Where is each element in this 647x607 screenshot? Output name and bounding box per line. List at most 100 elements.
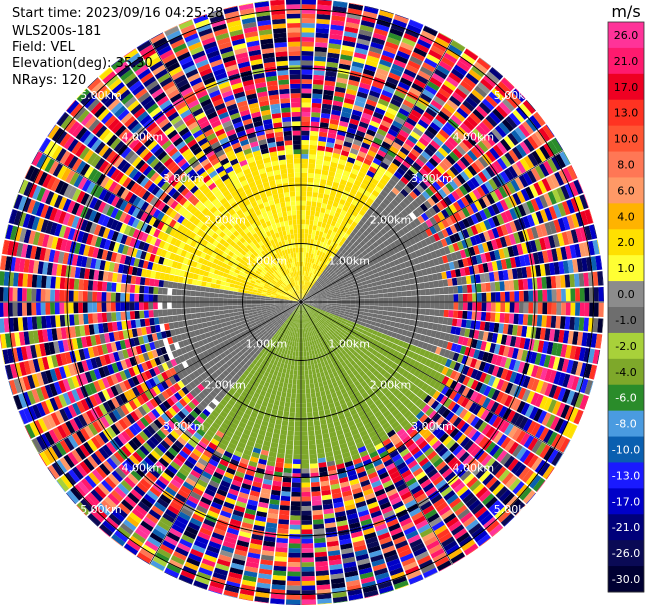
range-gate: [392, 94, 404, 104]
range-gate: [380, 119, 392, 129]
range-gate: [386, 76, 399, 86]
range-gate: [307, 287, 311, 293]
range-gate: [323, 259, 328, 265]
range-gate: [301, 149, 309, 155]
range-gate: [359, 24, 374, 33]
range-gate: [337, 163, 345, 171]
range-gate: [301, 294, 303, 300]
range-gate: [325, 243, 330, 250]
range-gate: [304, 285, 307, 291]
range-gate: [424, 129, 435, 140]
range-gate: [343, 232, 350, 239]
range-gate: [310, 121, 320, 127]
range-gate: [336, 218, 343, 225]
range-gate: [376, 19, 391, 28]
range-gate: [301, 37, 315, 42]
range-gate: [315, 265, 320, 271]
range-gate: [301, 116, 311, 122]
range-gate: [335, 207, 342, 214]
range-gate: [349, 2, 364, 6]
range-gate: [369, 145, 379, 154]
range-gate: [361, 194, 369, 202]
range-gate: [310, 273, 314, 278]
range-gate: [301, 88, 312, 94]
range-gate: [384, 170, 394, 179]
range-gate: [341, 111, 351, 119]
range-gate: [387, 166, 396, 175]
range-gate: [360, 116, 371, 125]
range-gate: [441, 56, 455, 68]
range-gate: [306, 247, 310, 253]
range-gate: [313, 239, 318, 245]
range-gate: [311, 196, 318, 202]
range-gate: [301, 252, 304, 258]
range-gate: [311, 248, 315, 254]
range-gate: [337, 68, 350, 75]
range-gate: [384, 111, 396, 120]
range-gate: [301, 41, 314, 47]
range-gate: [310, 130, 319, 137]
range-gate: [411, 51, 425, 62]
range-gate: [342, 102, 354, 110]
range-gate: [320, 274, 325, 279]
range-gate: [368, 90, 381, 99]
range-gate: [357, 220, 365, 227]
range-gate: [311, 201, 317, 207]
range-gate: [323, 85, 335, 92]
range-gate: [320, 174, 328, 181]
range-gate: [362, 10, 378, 19]
range-gate: [339, 198, 346, 206]
range-gate: [367, 94, 379, 103]
range-gate: [363, 6, 379, 15]
range-gate: [332, 216, 339, 223]
range-gate: [415, 43, 430, 54]
range-gate: [424, 25, 438, 33]
range-gate: [350, 238, 357, 245]
range-gate: [371, 81, 384, 90]
range-gate: [305, 219, 310, 225]
range-gate: [337, 234, 344, 241]
range-gate: [466, 48, 479, 57]
range-gate: [359, 82, 371, 90]
range-gate: [334, 91, 345, 98]
range-gate: [317, 277, 322, 283]
range-gate: [370, 85, 382, 94]
range-gate: [394, 54, 409, 64]
range-gate: [338, 63, 351, 71]
range-gate: [369, 46, 383, 55]
range-gate: [341, 248, 347, 255]
range-gate: [318, 251, 323, 257]
range-gate: [367, 216, 375, 224]
range-gate: [468, 69, 482, 82]
range-gate: [330, 246, 336, 253]
range-gate: [334, 211, 341, 218]
range-gate: [374, 153, 384, 162]
range-gate: [337, 72, 349, 80]
range-gate: [363, 190, 372, 198]
range-gate: [328, 171, 336, 178]
range-gate: [383, 85, 395, 94]
range-gate: [354, 159, 363, 167]
range-gate: [303, 243, 308, 248]
range-gate: [390, 23, 406, 33]
range-gate: [386, 107, 398, 116]
range-gate: [303, 271, 306, 276]
range-gate: [301, 65, 313, 71]
range-gate: [403, 33, 418, 43]
range-gate: [338, 240, 344, 247]
range-gate: [370, 161, 380, 170]
range-gate: [302, 285, 304, 290]
range-gate: [309, 277, 313, 283]
range-gate: [421, 133, 433, 143]
range-gate: [326, 57, 339, 64]
range-gate: [315, 159, 324, 166]
range-gate: [445, 76, 459, 88]
range-gate: [382, 50, 396, 59]
range-gate: [362, 68, 376, 77]
range-gate: [312, 88, 323, 95]
range-gate: [346, 235, 353, 242]
range-gate: [376, 182, 385, 190]
range-gate: [306, 286, 309, 292]
range-gate: [335, 192, 343, 199]
range-gate: [306, 200, 312, 206]
